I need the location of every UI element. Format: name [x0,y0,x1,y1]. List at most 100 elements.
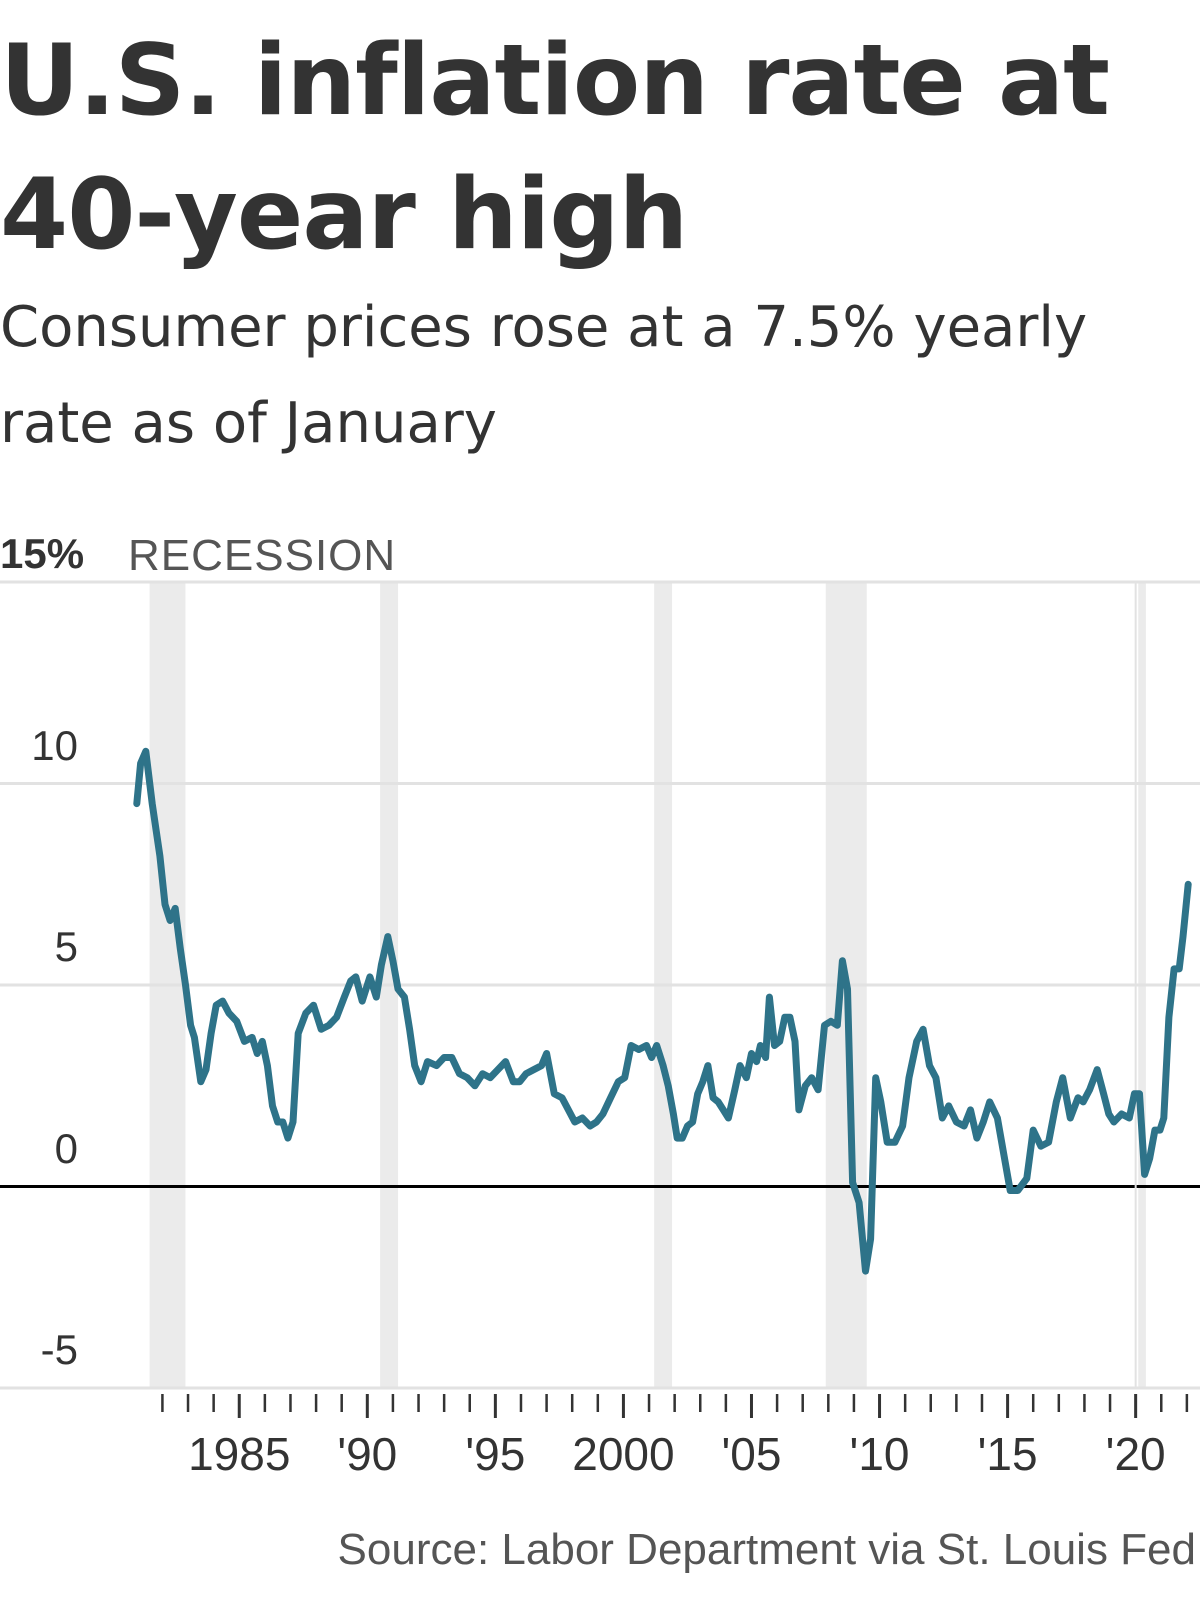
data-point [544,1051,550,1057]
data-point [863,1268,869,1274]
data-point [407,1026,413,1032]
data-point [1080,1099,1086,1105]
data-point [968,1107,974,1113]
data-point [1166,1014,1172,1020]
data-point [615,1079,621,1085]
data-point [1161,1115,1167,1121]
data-point [743,1075,749,1081]
data-point [787,1014,793,1020]
data-point [974,1135,980,1141]
data-point [665,1083,671,1089]
data-point [373,994,379,1000]
data-point [695,1091,701,1097]
data-point [143,748,149,754]
data-point [884,1139,890,1145]
data-point [551,1091,557,1097]
data-point [660,1063,666,1069]
data-point [359,998,365,1004]
data-point [754,1059,760,1065]
data-point [782,1014,788,1020]
data-point [280,1119,286,1125]
data-point [1126,1115,1132,1121]
data-point [487,1075,493,1081]
data-point [927,1063,933,1069]
data-point [172,905,178,911]
data-point [710,1095,716,1101]
data-point [670,1111,676,1117]
data-point [517,1079,523,1085]
data-point [1075,1095,1081,1101]
data-point [531,1067,537,1073]
data-point [933,1075,939,1081]
data-point [472,1083,478,1089]
data-point [198,1079,204,1085]
x-tick-label: 1985 [188,1428,291,1480]
recession-legend-label: RECESSION [128,531,397,580]
data-point [594,1119,600,1125]
data-point [1024,1175,1030,1181]
x-tick-label: '90 [337,1428,398,1480]
data-point [378,962,384,968]
data-point [953,1119,959,1125]
data-point [264,1063,270,1069]
data-point [654,1043,660,1049]
data-point [845,986,851,992]
data-point [1007,1188,1013,1194]
data-point [920,1026,926,1032]
x-tick-label: '05 [721,1428,782,1480]
data-point [766,994,772,1000]
data-point [587,1123,593,1129]
data-point [226,1010,232,1016]
data-point [809,1075,815,1081]
data-point [1038,1143,1044,1149]
chart-title: U.S. inflation rate at 40-year high [0,24,1110,272]
data-point [856,1200,862,1206]
data-point [425,1059,431,1065]
y-tick-label: 10 [31,721,78,769]
data-point [900,1123,906,1129]
data-point [1053,1099,1059,1105]
data-point [873,1075,879,1081]
data-point [732,1087,738,1093]
data-point [828,1018,834,1024]
data-point [792,1038,798,1044]
data-point [303,1010,309,1016]
data-point [777,1038,783,1044]
data-point [434,1063,440,1069]
data-point [441,1055,447,1061]
data-point [510,1079,516,1085]
data-point [341,994,347,1000]
data-point [705,1063,711,1069]
data-point [939,1115,945,1121]
data-point [1001,1151,1007,1157]
data-point [685,1123,691,1129]
data-point [1180,934,1186,940]
x-tick-label: '20 [1105,1428,1166,1480]
data-point [737,1063,743,1069]
data-point [572,1119,578,1125]
data-point [1067,1115,1073,1121]
data-point [208,1030,214,1036]
data-point [348,978,354,984]
data-point [839,958,845,964]
grid-lines [0,580,1200,1390]
data-point [1094,1067,1100,1073]
data-point [559,1095,565,1101]
data-point [326,1022,332,1028]
data-point [868,1236,874,1242]
data-point [906,1075,912,1081]
x-tick-label: '15 [977,1428,1038,1480]
data-point [914,1038,920,1044]
chart-subtitle: Consumer prices rose at a 7.5% yearly ra… [0,295,1088,456]
data-point [772,1043,778,1049]
data-point [480,1071,486,1077]
data-point [690,1119,696,1125]
data-point [285,1135,291,1141]
data-point [418,1079,424,1085]
data-point [834,1022,840,1028]
data-point [457,1071,463,1077]
data-point [167,918,173,924]
data-point [892,1139,898,1145]
data-point [757,1043,763,1049]
